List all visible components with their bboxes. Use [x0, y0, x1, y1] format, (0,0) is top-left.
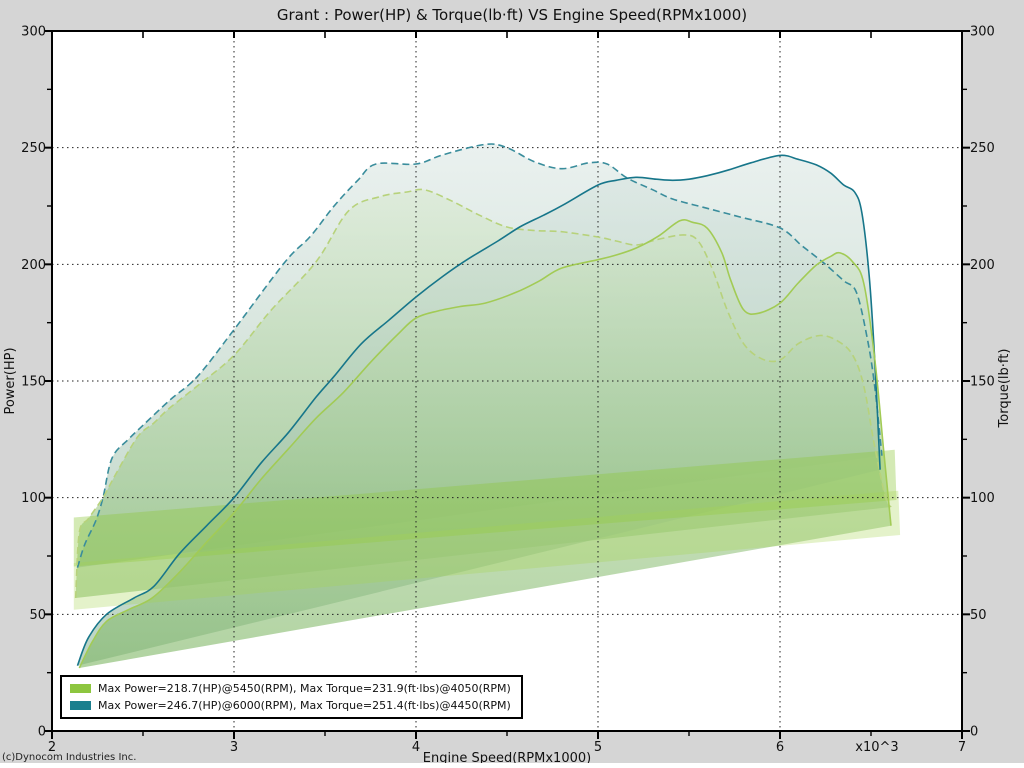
y-right-tick-label-250: 250: [970, 141, 995, 156]
y-right-tick-label-0: 0: [970, 725, 978, 740]
area-fills-layer: [75, 143, 892, 669]
legend-item-run1: Max Power=218.7(HP)@5450(RPM), Max Torqu…: [70, 680, 511, 696]
y-right-tick-label-200: 200: [970, 258, 995, 273]
tick-labels-layer: 2 3 4 5 6 7 x10^3 300 250 200 150 100 50 0 300 250 200 15…: [21, 25, 995, 756]
legend: Max Power=218.7(HP)@5450(RPM), Max Torqu…: [60, 675, 523, 719]
y-left-tick-label-0: 0: [38, 725, 46, 740]
curve-run2_power: [76, 154, 881, 666]
x-tick-label-6: 6: [776, 740, 784, 755]
x-axis-scale-note: x10^3: [855, 740, 898, 755]
curve-run1_torque: [74, 188, 892, 599]
frame-ticks-layer: [44, 30, 970, 739]
chart-title: Grant : Power(HP) & Torque(lb·ft) VS Eng…: [276, 6, 748, 24]
y-right-tick-label-300: 300: [970, 25, 995, 40]
curve-run2_torque: [76, 143, 883, 568]
x-axis-title: Engine Speed(RPMx1000): [423, 751, 591, 766]
gridlines-layer: [52, 31, 962, 731]
y-right-tick-label-100: 100: [970, 491, 995, 506]
y-left-tick-label-50: 50: [29, 608, 46, 623]
legend-swatch-run1: [70, 683, 91, 693]
legend-label-run1: Max Power=218.7(HP)@5450(RPM), Max Torqu…: [98, 681, 511, 695]
legend-swatch-run2: [70, 700, 91, 710]
legend-item-run2: Max Power=246.7(HP)@6000(RPM), Max Torqu…: [70, 697, 511, 713]
copyright-text: (c)Dynocom Industries Inc.: [2, 752, 137, 763]
y-left-tick-label-100: 100: [21, 491, 46, 506]
x-tick-label-5: 5: [594, 740, 602, 755]
x-tick-label-7: 7: [958, 740, 966, 755]
x-tick-label-2: 2: [48, 740, 56, 755]
x-tick-label-4: 4: [412, 740, 420, 755]
area-fill-run1_power: [79, 219, 892, 669]
y-left-tick-label-250: 250: [21, 141, 46, 156]
band-upper: [73, 449, 897, 567]
y-right-axis-title: Torque(lb·ft): [997, 349, 1012, 429]
y-left-tick-label-200: 200: [21, 258, 46, 273]
legend-label-run2: Max Power=246.7(HP)@6000(RPM), Max Torqu…: [98, 698, 511, 712]
y-left-tick-label-300: 300: [21, 25, 46, 40]
y-left-tick-label-150: 150: [21, 375, 46, 390]
y-right-tick-label-150: 150: [970, 375, 995, 390]
bottom-strip: [0, 763, 1024, 768]
bands-layer: [73, 449, 901, 610]
x-tick-label-3: 3: [230, 740, 238, 755]
y-right-tick-label-50: 50: [970, 608, 987, 623]
curves-layer: [74, 143, 892, 669]
y-left-axis-title: Power(HP): [3, 347, 18, 414]
band-lower: [73, 490, 901, 610]
curve-run1_power: [78, 219, 892, 669]
